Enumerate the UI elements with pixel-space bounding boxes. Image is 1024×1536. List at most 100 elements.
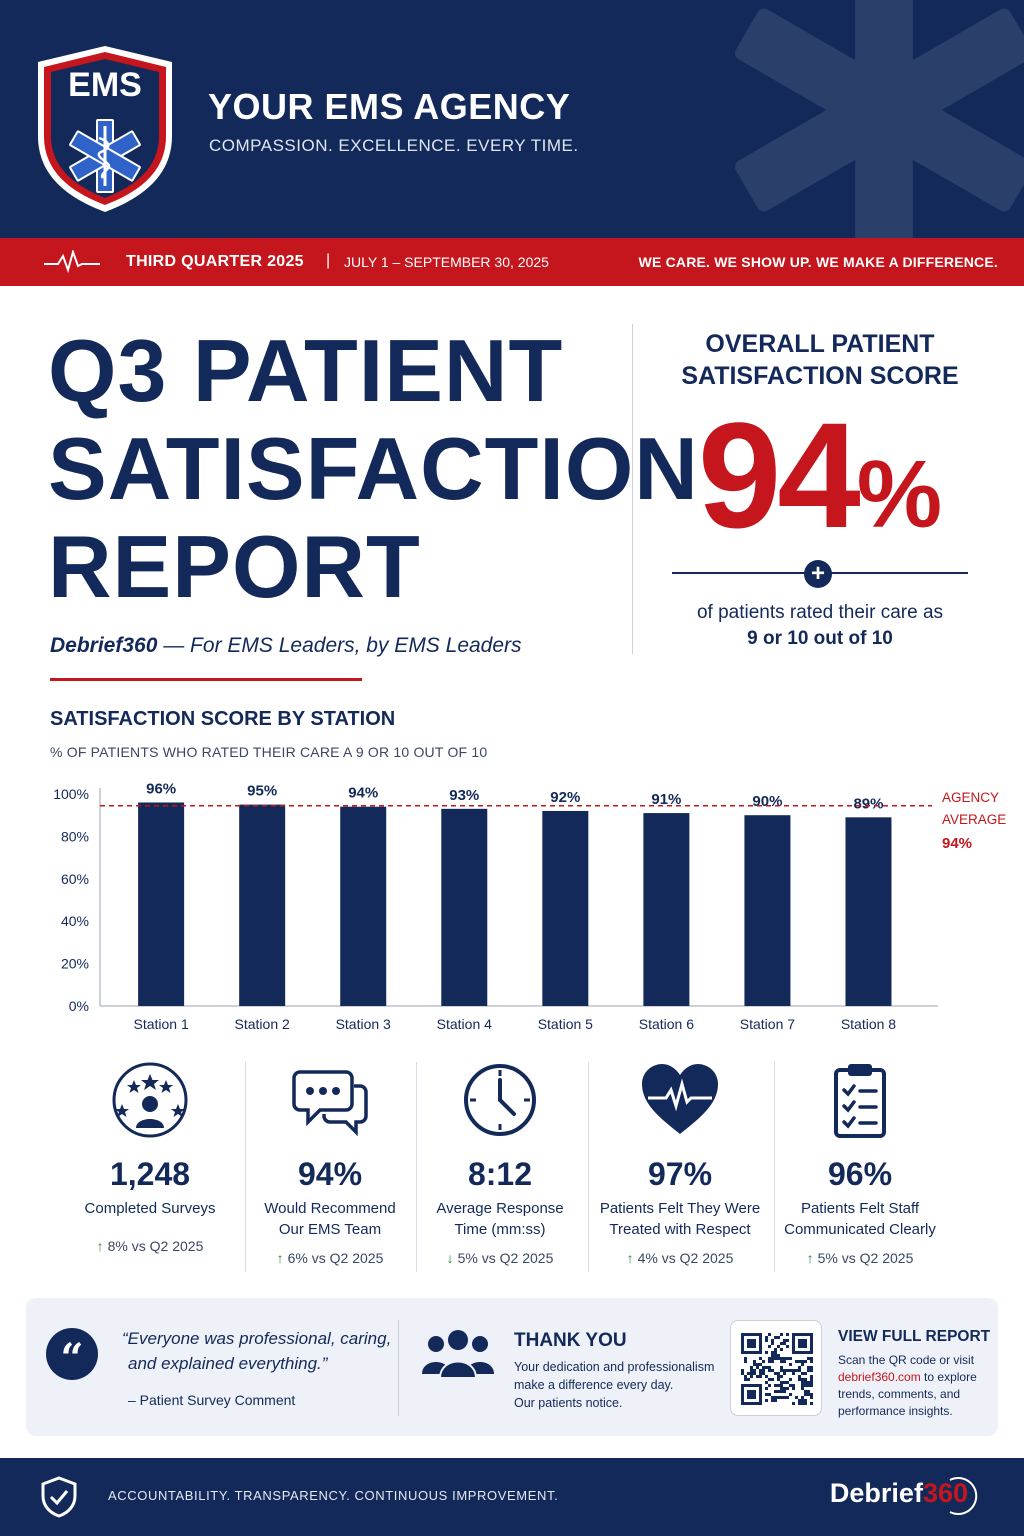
quarter-label: THIRD QUARTER 2025 [126,253,304,270]
stat-label-line1: Would Recommend [264,1200,396,1217]
score-desc-line1: of patients rated their care as [696,602,944,623]
x-tick-label: Station 4 [437,1016,492,1032]
chart-subtitle: % OF PATIENTS WHO RATED THEIR CARE A 9 O… [50,744,488,760]
overall-score-label: OVERALL PATIENT SATISFACTION SCORE [660,328,980,392]
heart-pulse-icon [642,1064,718,1134]
stat-completed-surveys: 1,248 Completed Surveys ↑ 8% vs Q2 2025 [60,1058,240,1278]
thank-you-line3: Our patients notice. [514,1396,623,1410]
reference-label-value: 94% [942,835,972,852]
arrow-down-icon: ↓ [446,1250,454,1266]
stat-change: ↑ 6% vs Q2 2025 [240,1250,420,1266]
stat-label: Patients Felt Staff Communicated Clearly [770,1198,950,1240]
stat-divider [245,1062,246,1272]
thank-you-title: THANK YOU [514,1330,627,1351]
bar-value-label: 94% [348,785,378,802]
stat-change-text: 6% vs Q2 2025 [287,1250,384,1266]
footer-motto: ACCOUNTABILITY. TRANSPARENCY. CONTINUOUS… [108,1488,559,1503]
bar [340,806,387,1006]
agency-name: YOUR EMS AGENCY [208,86,571,127]
stat-response-time: 8:12 Average Response Time (mm:ss) ↓ 5% v… [410,1058,590,1278]
stat-label-line2: Our EMS Team [278,1221,382,1238]
title-underline [50,678,362,681]
y-tick-label: 0% [69,998,89,1014]
vfr-text-before: Scan the QR code or visit [838,1353,975,1367]
stat-label: Would Recommend Our EMS Team [240,1198,420,1240]
y-tick-label: 60% [61,871,89,887]
score-desc-line2: 9 or 10 out of 10 [747,628,893,649]
stat-value: 94% [297,1156,363,1192]
banner-motto: WE CARE. WE SHOW UP. WE MAKE A DIFFERENC… [638,254,998,270]
stat-value: 8:12 [467,1156,533,1192]
bar-value-label: 91% [651,791,681,808]
x-tick-label: Station 1 [133,1016,188,1032]
report-title: Q3 PATIENT SATISFACTION REPORT [48,321,698,616]
qr-code[interactable] [730,1320,822,1416]
arrow-up-icon: ↑ [626,1250,634,1266]
patient-quote: “Everyone was professional, caring, and … [122,1326,392,1376]
thank-you-line1: Your dedication and professionalism [514,1360,715,1374]
bar [643,813,690,1006]
agency-tagline: COMPASSION. EXCELLENCE. EVERY TIME. [209,136,579,155]
stat-value: 1,248 [109,1156,191,1192]
subtitle-brand: Debrief360 [50,634,158,657]
stat-label-line1: Patients Felt They Were [599,1200,761,1217]
stat-label: Patients Felt They Were Treated with Res… [590,1198,770,1240]
stat-divider [774,1062,775,1272]
overall-score-number: 94 [697,391,861,559]
speech-bubbles-icon [292,1070,368,1137]
overall-score-description: of patients rated their care as 9 or 10 … [660,600,980,652]
stars-person-icon [112,1062,188,1138]
reference-label-line1: AGENCY [942,790,999,805]
quote-mark-icon: “ [46,1328,98,1382]
view-full-report-text: Scan the QR code or visit debrief360.com… [838,1352,994,1420]
shield-check-icon [41,1476,77,1518]
y-tick-label: 80% [61,828,89,844]
plus-icon: + [804,560,832,588]
ems-shield-logo: EMS [38,46,172,212]
overall-score-unit: % [856,441,943,548]
bar-value-label: 96% [146,780,176,797]
bar-value-label: 93% [449,787,479,804]
stat-label-line2: Communicated Clearly [784,1221,936,1238]
star-of-life-watermark-icon [735,0,1024,238]
report-title-line1: Q3 PATIENT [48,321,564,420]
heartbeat-line-icon [44,250,100,274]
x-tick-label: Station 6 [639,1016,694,1032]
stat-communicated-clearly: 96% Patients Felt Staff Communicated Cle… [770,1058,950,1278]
bar [441,808,488,1006]
quarter-banner: THIRD QUARTER 2025 | JULY 1 – SEPTEMBER … [0,238,1024,286]
bar [744,815,791,1006]
stat-treated-with-respect: 97% Patients Felt They Were Treated with… [590,1058,770,1278]
stat-change-text: 5% vs Q2 2025 [817,1250,914,1266]
stat-would-recommend: 94% Would Recommend Our EMS Team ↑ 6% vs … [240,1058,420,1278]
stats-row: 1,248 Completed Surveys ↑ 8% vs Q2 2025 9… [60,1058,964,1278]
team-people-icon [422,1330,494,1379]
stat-divider [588,1062,589,1272]
stat-label-line1: Patients Felt Staff [800,1200,920,1217]
bar [845,817,892,1006]
quote-line1: “Everyone was professional, caring, [122,1329,392,1348]
stat-label: Average Response Time (mm:ss) [410,1198,590,1240]
quote-attribution: – Patient Survey Comment [128,1392,296,1408]
brand-text: Debrief [829,1478,923,1508]
y-tick-label: 20% [61,956,89,972]
overall-score-value: 94% [660,400,980,570]
stat-change-text: 8% vs Q2 2025 [107,1238,204,1254]
report-subtitle: Debrief360 — For EMS Leaders, by EMS Lea… [50,634,522,658]
report-link[interactable]: debrief360.com [838,1370,921,1384]
debrief360-logo: Debrief360 [830,1478,968,1509]
thank-you-text: Your dedication and professionalism make… [514,1358,734,1412]
bar [239,804,286,1006]
x-tick-label: Station 5 [538,1016,593,1032]
x-tick-label: Station 2 [235,1016,290,1032]
arrow-up-icon: ↑ [276,1250,284,1266]
x-tick-label: Station 3 [336,1016,391,1032]
bar-value-label: 89% [853,795,883,812]
stat-label-line1: Completed Surveys [84,1200,216,1217]
bottom-panel: “ “Everyone was professional, caring, an… [26,1298,998,1436]
arrow-up-icon: ↑ [806,1250,814,1266]
vfr-text-after: to explore trends, comments, and perform… [838,1370,977,1418]
bar-value-label: 90% [752,793,782,810]
panel-divider [398,1320,399,1416]
stat-divider [416,1062,417,1272]
